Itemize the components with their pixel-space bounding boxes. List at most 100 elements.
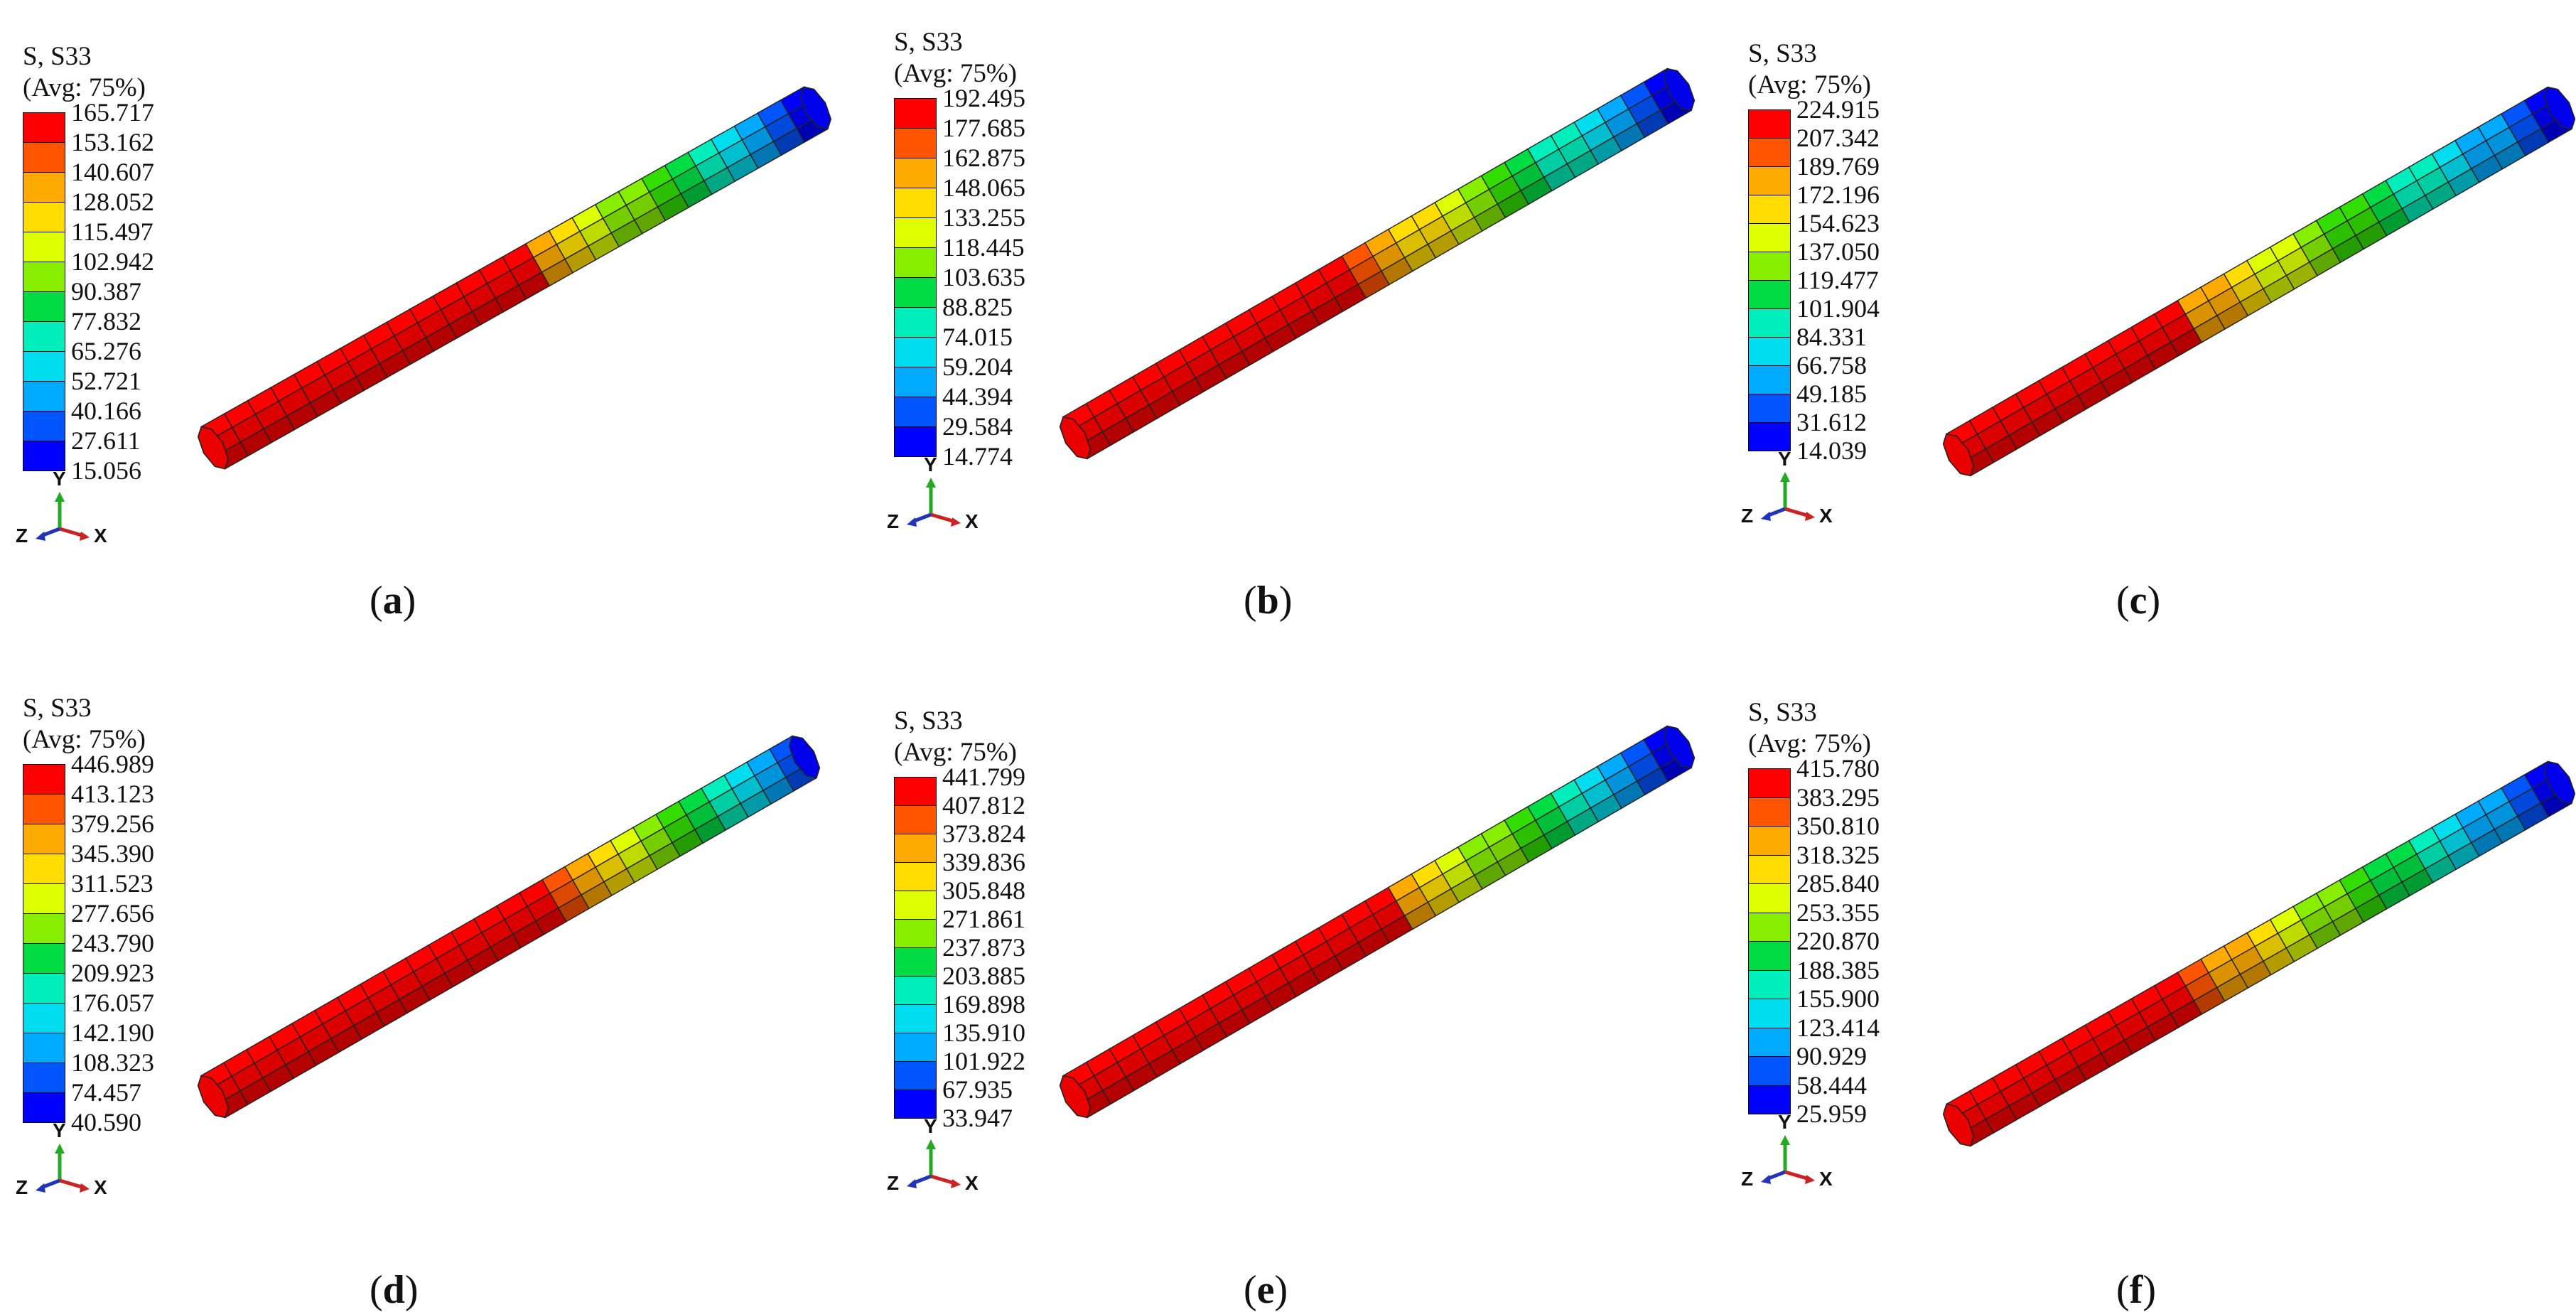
legend-subtitle: (Avg: 75%) (894, 738, 1017, 767)
caption-open-paren: ( (2116, 1268, 2130, 1312)
legend-band (1748, 252, 1791, 281)
legend-value: 108.323 (71, 1048, 154, 1077)
legend-value: 207.342 (1796, 124, 1880, 152)
legend-value: 153.162 (71, 128, 154, 156)
rod-end-cap-high (1059, 416, 1092, 460)
legend-value: 31.612 (1796, 408, 1867, 436)
legend-value: 271.861 (942, 905, 1025, 933)
triad-arrows (907, 1139, 961, 1188)
triad-arrows (1761, 1135, 1815, 1184)
legend-value: 339.836 (942, 848, 1025, 876)
panel-b: S, S33 (Avg: 75%) 192.495 177.685 162.875 148… (858, 0, 1717, 650)
legend-value: 148.065 (942, 173, 1025, 202)
legend-band (894, 337, 937, 367)
legend-band (894, 919, 937, 948)
caption-close-paren: ) (402, 579, 416, 623)
legend-band (1748, 138, 1791, 167)
legend-value: 345.390 (71, 839, 154, 868)
caption-close-paren: ) (1278, 579, 1293, 623)
panel-caption: (a) (370, 579, 416, 622)
rod-end-cap-low (2543, 760, 2576, 805)
legend-title: S, S33 (1748, 698, 1817, 727)
stressed-rod (1942, 760, 2576, 1147)
axis-label-y: Y (53, 1119, 66, 1141)
triad-arrows (36, 492, 90, 541)
legend-value: 253.355 (1796, 898, 1880, 927)
rod-end-cap-low (1663, 68, 1696, 112)
caption-open-paren: ( (370, 579, 383, 623)
legend-band (23, 411, 65, 441)
legend-band (23, 854, 65, 884)
legend-value: 128.052 (71, 188, 154, 216)
legend-band (1748, 195, 1791, 224)
legend-value: 14.039 (1796, 436, 1867, 465)
legend-value: 209.923 (71, 959, 154, 987)
axis-triad: Y Z X (887, 1115, 1001, 1199)
legend-value: 305.848 (942, 876, 1025, 905)
caption-letter: d (382, 1268, 405, 1312)
legend-band (23, 232, 65, 262)
legend-value: 154.623 (1796, 209, 1880, 237)
legend-value: 58.444 (1796, 1070, 1867, 1099)
legend-value: 77.832 (71, 307, 141, 335)
axis-label-y: Y (924, 453, 937, 475)
legend-value: 66.758 (1796, 351, 1867, 380)
legend-value: 177.685 (942, 114, 1025, 142)
legend-title: S, S33 (23, 694, 92, 723)
legend-value: 133.255 (942, 203, 1025, 232)
legend-title: S, S33 (894, 706, 963, 736)
legend-band (23, 441, 65, 471)
axis-triad: Y Z X (16, 1119, 129, 1203)
caption-open-paren: ( (1244, 579, 1257, 623)
legend-value: 379.256 (71, 810, 154, 838)
legend-title: S, S33 (1748, 39, 1817, 68)
legend-value: 88.825 (942, 293, 1013, 321)
triad-arrows (36, 1144, 90, 1193)
panel-c: S, S33 (Avg: 75%) 224.915 207.342 189.769 172… (1717, 0, 2576, 650)
rod-end-cap-high (197, 1075, 230, 1119)
caption-open-paren: ( (1244, 1268, 1257, 1312)
axis-label-x: X (965, 510, 979, 532)
legend-band (1748, 912, 1791, 942)
panel-caption: (e) (1244, 1269, 1288, 1311)
legend-value: 142.190 (71, 1018, 154, 1047)
panel-a: S, S33 (Avg: 75%) 165.717 153.162 140.607 128… (0, 0, 858, 650)
rod-end-cap-high (1942, 1103, 1975, 1147)
legend-band (894, 397, 937, 427)
legend-value: 189.769 (1796, 152, 1880, 181)
legend-band (1748, 337, 1791, 366)
legend-band (894, 976, 937, 1005)
legend-value: 123.414 (1796, 1013, 1880, 1042)
axis-label-z: Z (16, 525, 28, 547)
axis-label-x: X (965, 1172, 979, 1194)
legend-value: 224.915 (1796, 95, 1880, 124)
legend-band (1748, 826, 1791, 856)
axis-label-x: X (94, 525, 107, 547)
stressed-rod (1942, 86, 2576, 477)
axis-label-z: Z (1741, 505, 1754, 527)
caption-letter: f (2129, 1268, 2143, 1312)
stressed-rod (197, 735, 821, 1119)
legend-value: 155.900 (1796, 984, 1880, 1013)
legend-value: 237.873 (942, 933, 1025, 962)
legend-value: 44.394 (942, 382, 1013, 411)
caption-open-paren: ( (370, 1268, 383, 1312)
caption-close-paren: ) (1274, 1268, 1288, 1312)
legend-value: 67.935 (942, 1075, 1013, 1104)
legend-value: 415.780 (1796, 754, 1880, 783)
axis-triad: Y Z X (1741, 1111, 1855, 1195)
stressed-rod (1059, 725, 1696, 1119)
panel-caption: (b) (1244, 579, 1292, 622)
caption-close-paren: ) (2143, 1268, 2156, 1312)
legend-value: 383.295 (1796, 783, 1880, 812)
legend-value: 169.898 (942, 990, 1025, 1018)
legend-band (894, 247, 937, 278)
legend-value: 119.477 (1796, 266, 1879, 294)
legend-value: 52.721 (71, 367, 141, 395)
axis-triad: Y Z X (887, 453, 1001, 537)
triad-arrows (1761, 472, 1815, 521)
legend-subtitle: (Avg: 75%) (894, 59, 1017, 88)
legend-value: 311.523 (71, 869, 153, 898)
legend-band (23, 794, 65, 824)
